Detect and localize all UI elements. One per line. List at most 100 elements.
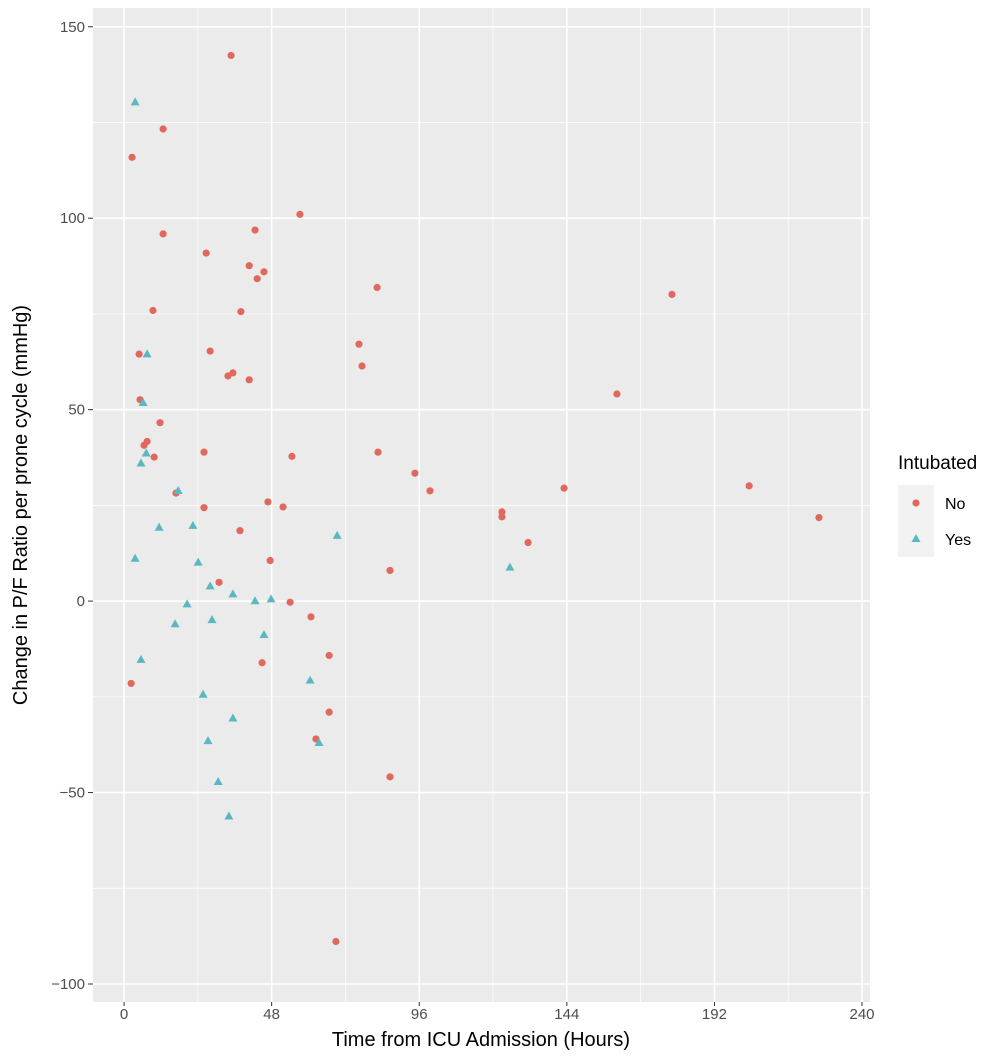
data-point-no [206, 347, 214, 355]
data-point-no [286, 598, 294, 606]
data-point-yes [138, 397, 148, 406]
data-point-no [374, 448, 382, 456]
y-axis-label: Change in P/F Ratio per prone cycle (mmH… [10, 305, 32, 705]
x-tick-label: 48 [263, 1006, 280, 1023]
data-point-yes [173, 486, 183, 495]
data-point-yes [314, 737, 324, 746]
x-tick-label: 0 [120, 1006, 128, 1023]
data-point-no [266, 556, 274, 565]
y-tick-label: 50 [68, 402, 85, 419]
x-axis-label: Time from ICU Admission (Hours) [332, 1029, 630, 1051]
data-point-no [279, 503, 287, 511]
panel-background [93, 8, 870, 1002]
y-tick-label: 150 [60, 19, 85, 36]
data-point-no [745, 482, 753, 490]
data-point-no [149, 306, 157, 315]
data-point-no [202, 249, 210, 257]
data-point-no [355, 340, 363, 348]
data-point-yes [136, 654, 146, 663]
data-point-no [237, 308, 245, 316]
data-point-no [325, 651, 333, 660]
data-point-no [224, 372, 232, 380]
x-tick-label: 144 [554, 1006, 579, 1023]
legend-key-yes [911, 534, 921, 542]
data-point-no [135, 350, 143, 358]
data-point-no [128, 153, 136, 161]
data-point-yes [141, 448, 151, 457]
data-point-no [296, 210, 304, 218]
data-point-yes [228, 589, 238, 598]
data-point-no [288, 452, 296, 460]
data-point-yes [203, 736, 213, 745]
data-point-no [411, 469, 419, 477]
data-point-no [524, 538, 532, 547]
data-point-no [386, 773, 394, 781]
data-point-no [498, 508, 506, 516]
data-point-no [258, 659, 266, 667]
data-point-no [245, 376, 253, 384]
data-point-yes [332, 530, 342, 539]
data-point-no [127, 679, 135, 688]
y-tick-label: 100 [60, 210, 85, 227]
data-point-yes [136, 458, 146, 467]
data-point-no [156, 419, 164, 427]
x-tick-label: 240 [849, 1006, 874, 1023]
data-point-yes [250, 596, 260, 605]
x-tick-label: 96 [411, 1006, 428, 1023]
data-point-no [251, 226, 259, 234]
data-point-no [200, 504, 208, 512]
data-point-no [560, 484, 568, 492]
data-point-no [332, 937, 340, 946]
data-point-yes [188, 520, 198, 529]
data-point-no [373, 283, 381, 292]
y-tick-label: −100 [51, 976, 85, 993]
data-point-no [815, 514, 823, 522]
data-point-yes [259, 630, 269, 639]
data-point-yes [170, 619, 180, 628]
data-point-yes [305, 675, 315, 684]
data-point-yes [205, 581, 215, 590]
data-point-no [668, 290, 676, 299]
data-point-no [264, 498, 272, 506]
data-point-no [236, 527, 244, 535]
data-point-no [227, 51, 235, 60]
data-point-yes [207, 615, 217, 624]
data-point-yes [266, 594, 276, 603]
data-point-no [386, 566, 394, 575]
y-tick-label: −50 [60, 785, 85, 802]
data-point-yes [198, 689, 208, 698]
data-point-yes [182, 599, 192, 608]
data-point-no [358, 362, 366, 370]
data-point-yes [130, 553, 140, 562]
data-point-yes [505, 562, 515, 571]
data-point-no [307, 613, 315, 621]
data-point-no [159, 125, 167, 133]
data-point-no [150, 453, 158, 461]
x-tick-label: 192 [702, 1006, 727, 1023]
data-point-yes [228, 713, 238, 722]
data-point-yes [142, 349, 152, 358]
legend: Intubated No Yes [898, 453, 977, 557]
data-point-no [253, 275, 261, 283]
data-point-no [159, 230, 167, 238]
data-point-no [245, 262, 253, 270]
data-point-no [200, 448, 208, 456]
data-point-yes [130, 97, 140, 106]
legend-key-no [912, 499, 920, 507]
legend-title: Intubated [898, 453, 977, 474]
data-point-no [498, 513, 506, 521]
data-point-no [613, 390, 621, 398]
data-point-no [140, 441, 148, 449]
data-point-yes [224, 811, 234, 820]
data-point-no [260, 268, 268, 276]
gridlines [93, 8, 870, 1002]
legend-label-yes: Yes [945, 532, 971, 549]
legend-label-no: No [945, 496, 966, 513]
data-point-yes [213, 777, 223, 786]
data-point-no [325, 708, 333, 716]
data-point-yes [193, 557, 203, 566]
y-tick-label: 0 [77, 593, 85, 610]
data-point-no [215, 578, 223, 586]
data-point-no [426, 487, 434, 495]
